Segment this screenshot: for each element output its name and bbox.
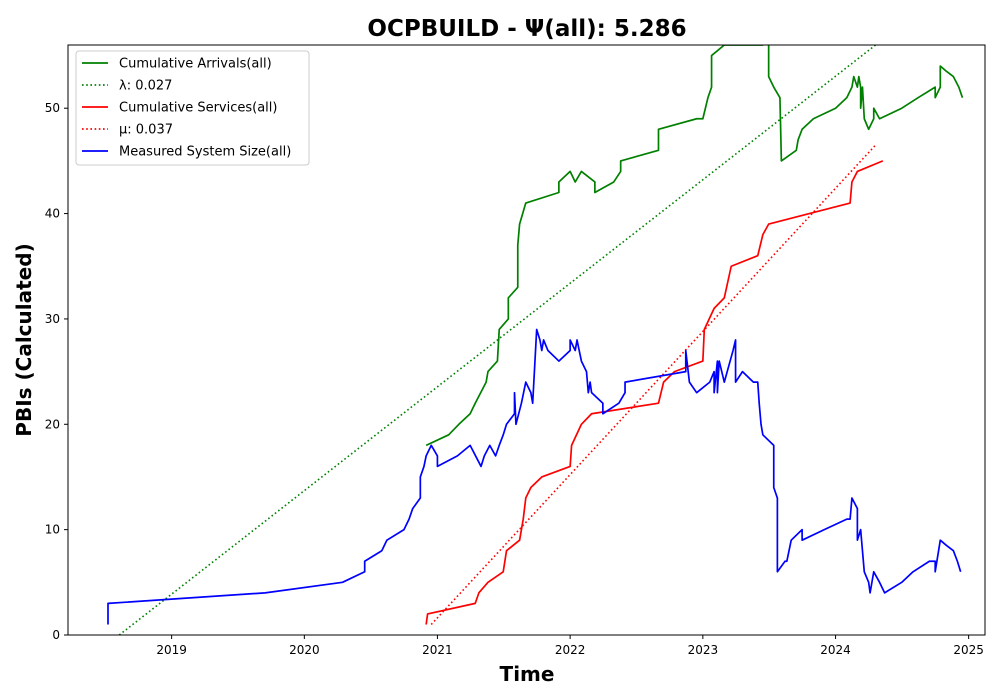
legend-label: μ: 0.037 [119,123,173,138]
x-tick-label: 2019 [156,643,187,657]
series-line-4 [107,328,962,625]
series-layer [107,45,964,635]
y-tick-label: 10 [45,523,60,537]
legend-label: Cumulative Arrivals(all) [119,57,272,72]
series-line-1 [118,45,877,635]
series-line-2 [425,160,884,625]
x-tick-label: 2022 [555,643,586,657]
legend-label: Cumulative Services(all) [119,101,277,116]
y-tick-label: 20 [45,417,60,431]
y-tick-label: 0 [52,628,60,642]
x-tick-label: 2023 [688,643,719,657]
y-axis-title: PBIs (Calculated) [12,243,36,436]
chart-title: OCPBUILD - Ψ(all): 5.286 [367,16,686,42]
legend-label: λ: 0.027 [119,79,172,94]
legend-box [75,50,310,166]
series-line-3 [430,144,877,626]
x-tick-label: 2024 [820,643,851,657]
x-tick-label: 2025 [953,643,984,657]
legend: Cumulative Arrivals(all) λ: 0.027 Cumulati… [75,50,310,166]
x-axis-ticks: 2019 2020 2021 2022 2023 2024 2025 [156,635,984,657]
x-tick-label: 2020 [289,643,320,657]
y-tick-label: 50 [45,101,60,115]
y-tick-label: 40 [45,207,60,221]
x-tick-label: 2021 [422,643,453,657]
y-axis-ticks: 0 10 20 30 40 50 [45,101,68,642]
plot-frame [67,44,986,636]
y-tick-label: 30 [45,312,60,326]
x-axis-title: Time [500,662,555,686]
series-line-0 [425,45,964,447]
legend-label: Measured System Size(all) [119,145,291,160]
